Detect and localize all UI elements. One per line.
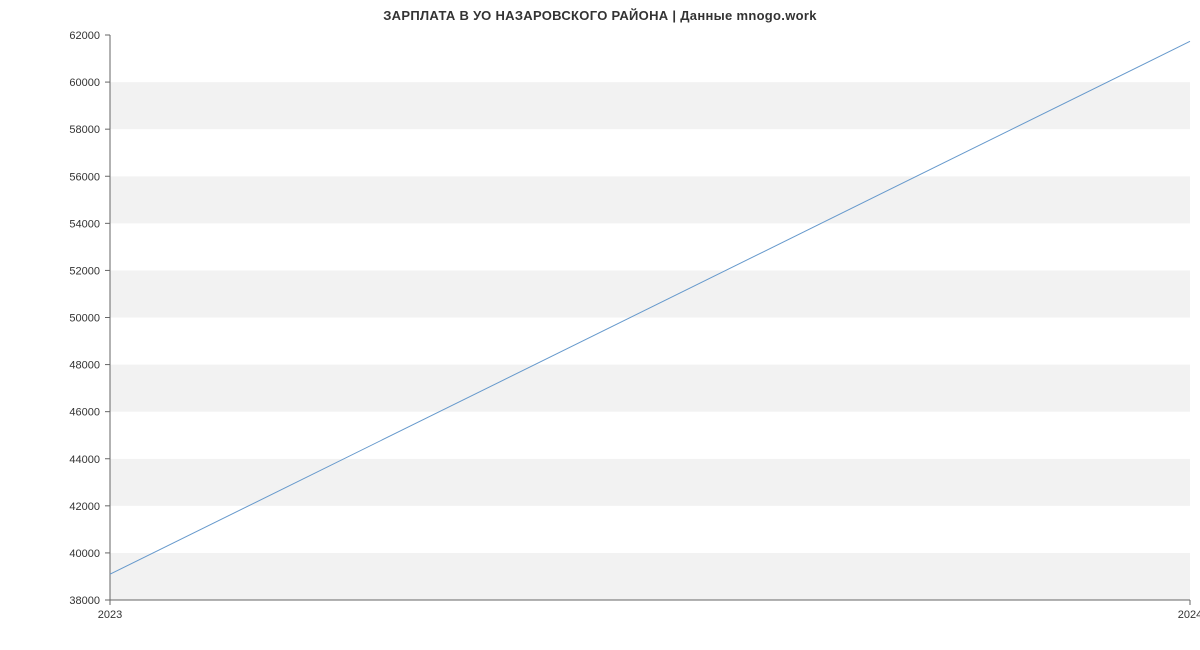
salary-line-chart: ЗАРПЛАТА В УО НАЗАРОВСКОГО РАЙОНА | Данн… bbox=[0, 0, 1200, 650]
svg-text:62000: 62000 bbox=[69, 30, 100, 42]
chart-svg: 38000 40000 42000 44000 46000 48000 50000 52000… bbox=[0, 0, 1200, 650]
svg-text:2024: 2024 bbox=[1178, 609, 1200, 621]
svg-text:50000: 50000 bbox=[69, 313, 100, 325]
svg-text:2023: 2023 bbox=[98, 609, 122, 621]
svg-text:56000: 56000 bbox=[69, 171, 100, 183]
svg-text:54000: 54000 bbox=[69, 218, 100, 230]
svg-text:40000: 40000 bbox=[69, 548, 100, 560]
svg-text:58000: 58000 bbox=[69, 124, 100, 136]
svg-text:60000: 60000 bbox=[69, 77, 100, 89]
chart-title: ЗАРПЛАТА В УО НАЗАРОВСКОГО РАЙОНА | Данн… bbox=[0, 8, 1200, 23]
svg-text:38000: 38000 bbox=[69, 595, 100, 607]
svg-text:46000: 46000 bbox=[69, 407, 100, 419]
svg-text:52000: 52000 bbox=[69, 265, 100, 277]
svg-text:42000: 42000 bbox=[69, 501, 100, 513]
svg-text:44000: 44000 bbox=[69, 454, 100, 466]
svg-text:48000: 48000 bbox=[69, 360, 100, 372]
